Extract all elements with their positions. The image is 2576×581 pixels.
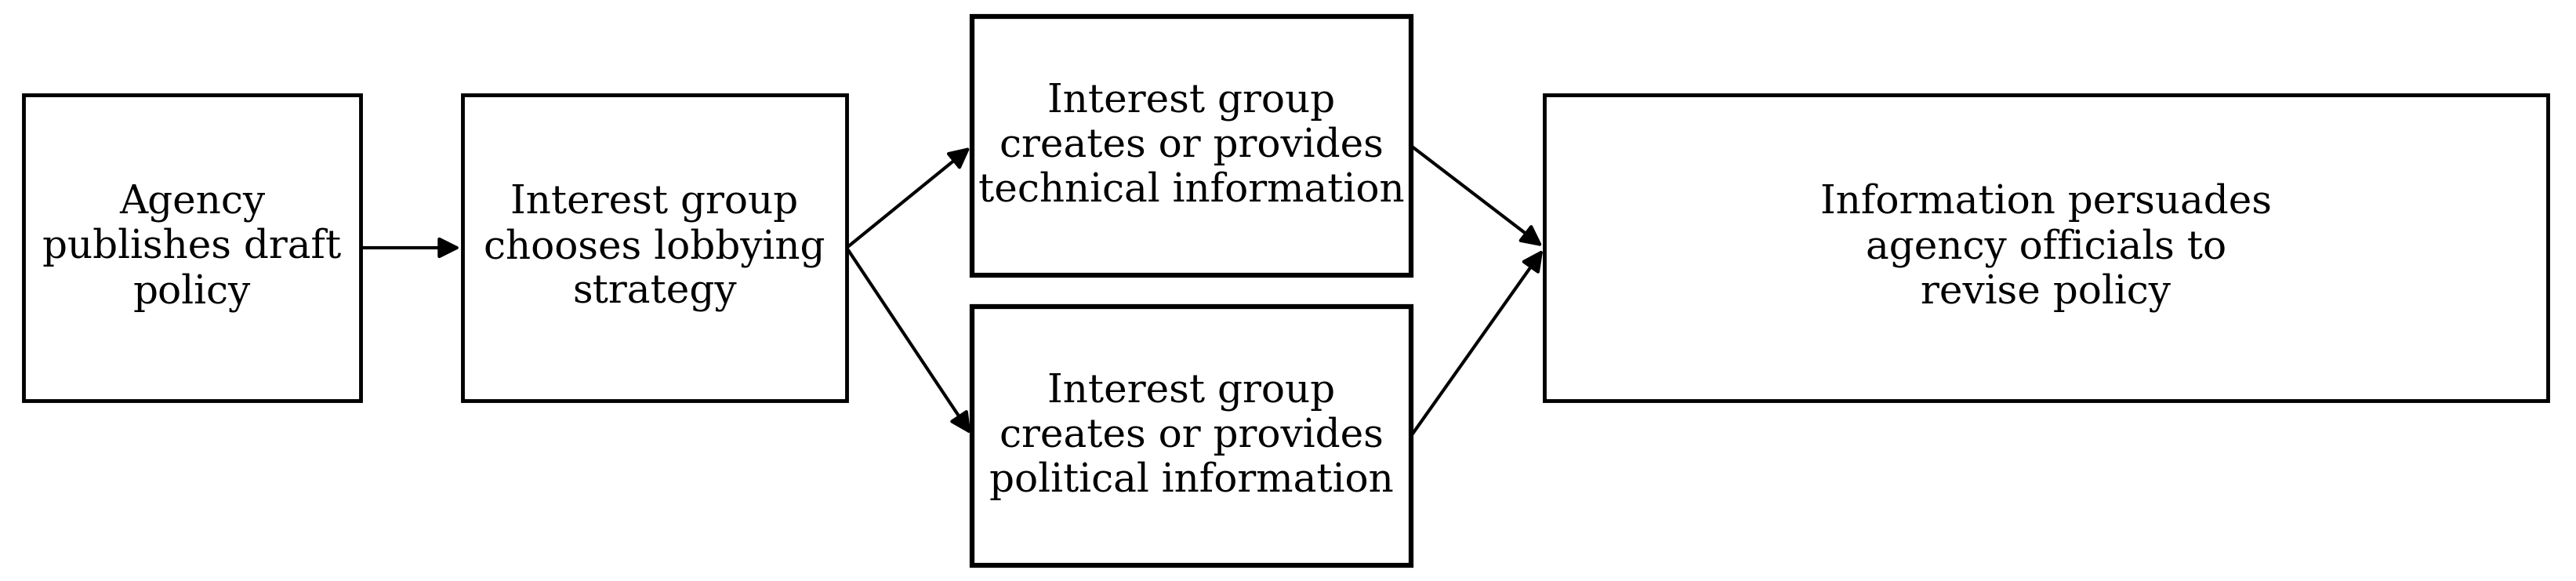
- Text: Interest group
creates or provides
political information: Interest group creates or provides polit…: [989, 372, 1394, 500]
- Text: Agency
publishes draft
policy: Agency publishes draft policy: [44, 184, 343, 312]
- Bar: [971, 16, 1412, 275]
- Bar: [461, 95, 848, 401]
- Text: Interest group
chooses lobbying
strategy: Interest group chooses lobbying strategy: [484, 183, 824, 313]
- Text: Interest group
creates or provides
technical information: Interest group creates or provides techn…: [979, 82, 1404, 210]
- Text: Information persuades
agency officials to
revise policy: Information persuades agency officials t…: [1819, 183, 2272, 313]
- Bar: [1543, 95, 2548, 401]
- Bar: [971, 307, 1412, 565]
- Bar: [23, 95, 361, 401]
